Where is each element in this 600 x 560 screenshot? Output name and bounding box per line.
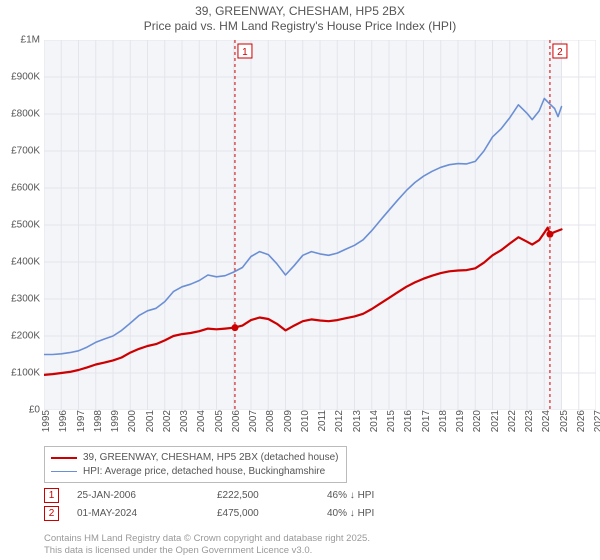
transaction-date: 25-JAN-2006 — [77, 490, 217, 501]
chart: 12 £0£100K£200K£300K£400K£500K£600K£700K… — [44, 40, 596, 410]
x-tick-label: 2014 — [369, 410, 375, 432]
x-tick-label: 2000 — [127, 410, 133, 432]
x-tick-label: 2020 — [472, 410, 478, 432]
x-tick-label: 2005 — [214, 410, 220, 432]
x-tick-label: 2001 — [145, 410, 151, 432]
title-line-1: 39, GREENWAY, CHESHAM, HP5 2BX — [0, 4, 600, 19]
x-tick-label: 2009 — [283, 410, 289, 432]
x-tick-label: 1999 — [110, 410, 116, 432]
transaction-vs-hpi: 46% ↓ HPI — [327, 490, 437, 501]
y-tick-label: £400K — [0, 257, 40, 268]
legend: 39, GREENWAY, CHESHAM, HP5 2BX (detached… — [44, 446, 347, 483]
y-tick-label: £500K — [0, 220, 40, 231]
svg-text:1: 1 — [242, 47, 248, 58]
footer-line-1: Contains HM Land Registry data © Crown c… — [44, 533, 370, 544]
legend-swatch-property — [51, 457, 77, 459]
y-tick-label: £0 — [0, 405, 40, 416]
transaction-date: 01-MAY-2024 — [77, 508, 217, 519]
x-tick-label: 2011 — [317, 410, 323, 432]
x-tick-label: 2024 — [541, 410, 547, 432]
x-tick-label: 2003 — [179, 410, 185, 432]
chart-svg: 12 — [44, 40, 596, 410]
x-tick-label: 1995 — [41, 410, 47, 432]
legend-row-hpi: HPI: Average price, detached house, Buck… — [51, 465, 338, 479]
x-tick-label: 2015 — [386, 410, 392, 432]
x-tick-label: 2025 — [559, 410, 565, 432]
x-tick-label: 2019 — [455, 410, 461, 432]
x-tick-label: 2026 — [576, 410, 582, 432]
x-tick-label: 1996 — [58, 410, 64, 432]
footer-line-2: This data is licensed under the Open Gov… — [44, 545, 370, 556]
svg-text:2: 2 — [557, 47, 563, 58]
x-tick-label: 2008 — [265, 410, 271, 432]
transaction-badge: 2 — [44, 506, 59, 521]
legend-swatch-hpi — [51, 471, 77, 472]
y-tick-label: £100K — [0, 368, 40, 379]
x-tick-label: 1997 — [76, 410, 82, 432]
titles: 39, GREENWAY, CHESHAM, HP5 2BX Price pai… — [0, 0, 600, 34]
x-tick-label: 2006 — [231, 410, 237, 432]
x-tick-label: 2012 — [334, 410, 340, 432]
x-tick-label: 2027 — [593, 410, 599, 432]
legend-label-property: 39, GREENWAY, CHESHAM, HP5 2BX (detached… — [83, 451, 338, 465]
footer: Contains HM Land Registry data © Crown c… — [44, 533, 370, 556]
x-tick-label: 2023 — [524, 410, 530, 432]
x-tick-label: 2021 — [490, 410, 496, 432]
x-tick-label: 2016 — [403, 410, 409, 432]
y-tick-label: £700K — [0, 146, 40, 157]
figure-root: 39, GREENWAY, CHESHAM, HP5 2BX Price pai… — [0, 0, 600, 560]
x-tick-label: 2004 — [196, 410, 202, 432]
transaction-price: £222,500 — [217, 490, 327, 501]
transaction-badge: 1 — [44, 488, 59, 503]
x-tick-label: 2013 — [352, 410, 358, 432]
y-tick-label: £600K — [0, 183, 40, 194]
y-tick-label: £900K — [0, 72, 40, 83]
x-tick-label: 2002 — [162, 410, 168, 432]
legend-row-property: 39, GREENWAY, CHESHAM, HP5 2BX (detached… — [51, 451, 338, 465]
transaction-price: £475,000 — [217, 508, 327, 519]
y-tick-label: £800K — [0, 109, 40, 120]
y-tick-label: £300K — [0, 294, 40, 305]
transaction-vs-hpi: 40% ↓ HPI — [327, 508, 437, 519]
transaction-row: 2 01-MAY-2024 £475,000 40% ↓ HPI — [44, 504, 437, 522]
x-tick-label: 2010 — [300, 410, 306, 432]
y-tick-label: £200K — [0, 331, 40, 342]
x-tick-label: 2007 — [248, 410, 254, 432]
transaction-row: 1 25-JAN-2006 £222,500 46% ↓ HPI — [44, 486, 437, 504]
x-tick-label: 1998 — [93, 410, 99, 432]
title-line-2: Price paid vs. HM Land Registry's House … — [0, 19, 600, 34]
x-tick-label: 2017 — [421, 410, 427, 432]
transactions-table: 1 25-JAN-2006 £222,500 46% ↓ HPI 2 01-MA… — [44, 486, 437, 522]
x-tick-label: 2018 — [438, 410, 444, 432]
y-tick-label: £1M — [0, 35, 40, 46]
x-tick-label: 2022 — [507, 410, 513, 432]
legend-label-hpi: HPI: Average price, detached house, Buck… — [83, 465, 325, 479]
